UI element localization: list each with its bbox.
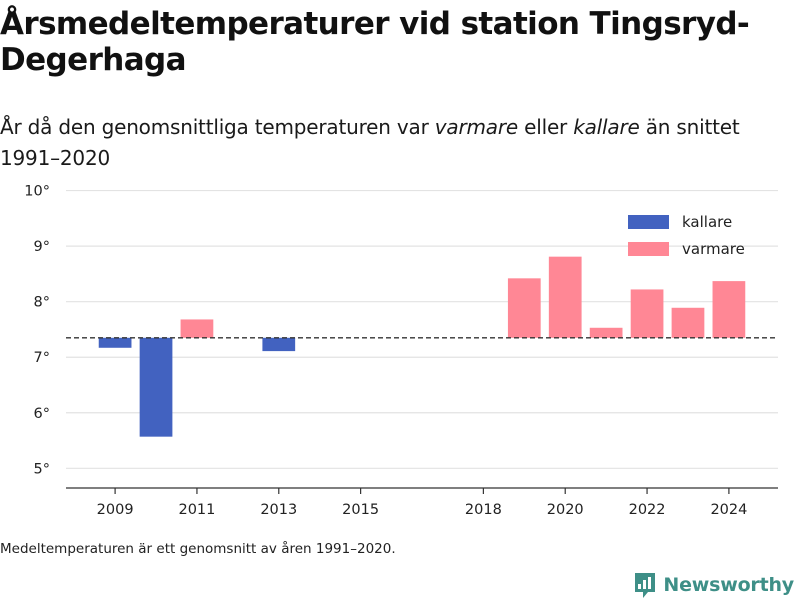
y-tick-label: 9° <box>34 239 50 255</box>
legend-swatch-kallare <box>628 215 669 229</box>
bar-chart: 5° 6° 7° 8° 9° 10° 2009 2011 2013 2015 2018 2020 202… <box>24 185 778 518</box>
y-tick-label: 8° <box>34 295 50 311</box>
newsworthy-logo-icon <box>635 573 656 598</box>
bar-varmare-2021 <box>589 327 623 338</box>
chart-subtitle: År då den genomsnittliga temperaturen va… <box>0 112 780 174</box>
subtitle-text-1: År då den genomsnittliga temperaturen va… <box>0 115 435 139</box>
x-tick-label: 2015 <box>342 502 379 518</box>
subtitle-text-2: eller <box>517 115 574 139</box>
x-tick-label: 2009 <box>97 502 134 518</box>
x-tick-label: 2020 <box>547 502 584 518</box>
x-tick-label: 2013 <box>260 502 297 518</box>
bar-varmare-2011 <box>180 319 214 338</box>
bar-varmare-2024 <box>712 281 746 338</box>
bar-kallare-2009 <box>98 337 132 348</box>
y-tick-label: 10° <box>24 185 50 200</box>
bar-varmare-2022 <box>630 289 664 338</box>
x-tick-label: 2018 <box>465 502 502 518</box>
bar-kallare-2013 <box>262 337 296 352</box>
y-tick-label: 7° <box>34 350 50 366</box>
bar-varmare-2023 <box>671 307 705 338</box>
x-tick-label: 2011 <box>178 502 215 518</box>
brand: Newsworthy <box>633 568 794 602</box>
bar-varmare-2019 <box>507 278 541 338</box>
subtitle-em-varmare: varmare <box>434 115 518 139</box>
legend-swatch-varmare <box>628 242 669 256</box>
y-tick-label: 6° <box>34 406 50 422</box>
legend-label-kallare: kallare <box>682 213 732 231</box>
bar-kallare-2010 <box>139 337 173 437</box>
x-tick-label: 2022 <box>629 502 666 518</box>
chart-title: Årsmedeltemperaturer vid station Tingsry… <box>0 6 750 78</box>
x-tick-label: 2024 <box>710 502 747 518</box>
brand-name: Newsworthy <box>663 574 794 596</box>
subtitle-text-3: än snittet 1991–2020 <box>0 115 740 170</box>
y-tick-label: 5° <box>34 461 50 477</box>
footnote: Medeltemperaturen är ett genomsnitt av å… <box>0 541 396 557</box>
legend-label-varmare: varmare <box>682 240 745 258</box>
subtitle-em-kallare: kallare <box>573 115 640 139</box>
bar-varmare-2020 <box>548 256 582 338</box>
